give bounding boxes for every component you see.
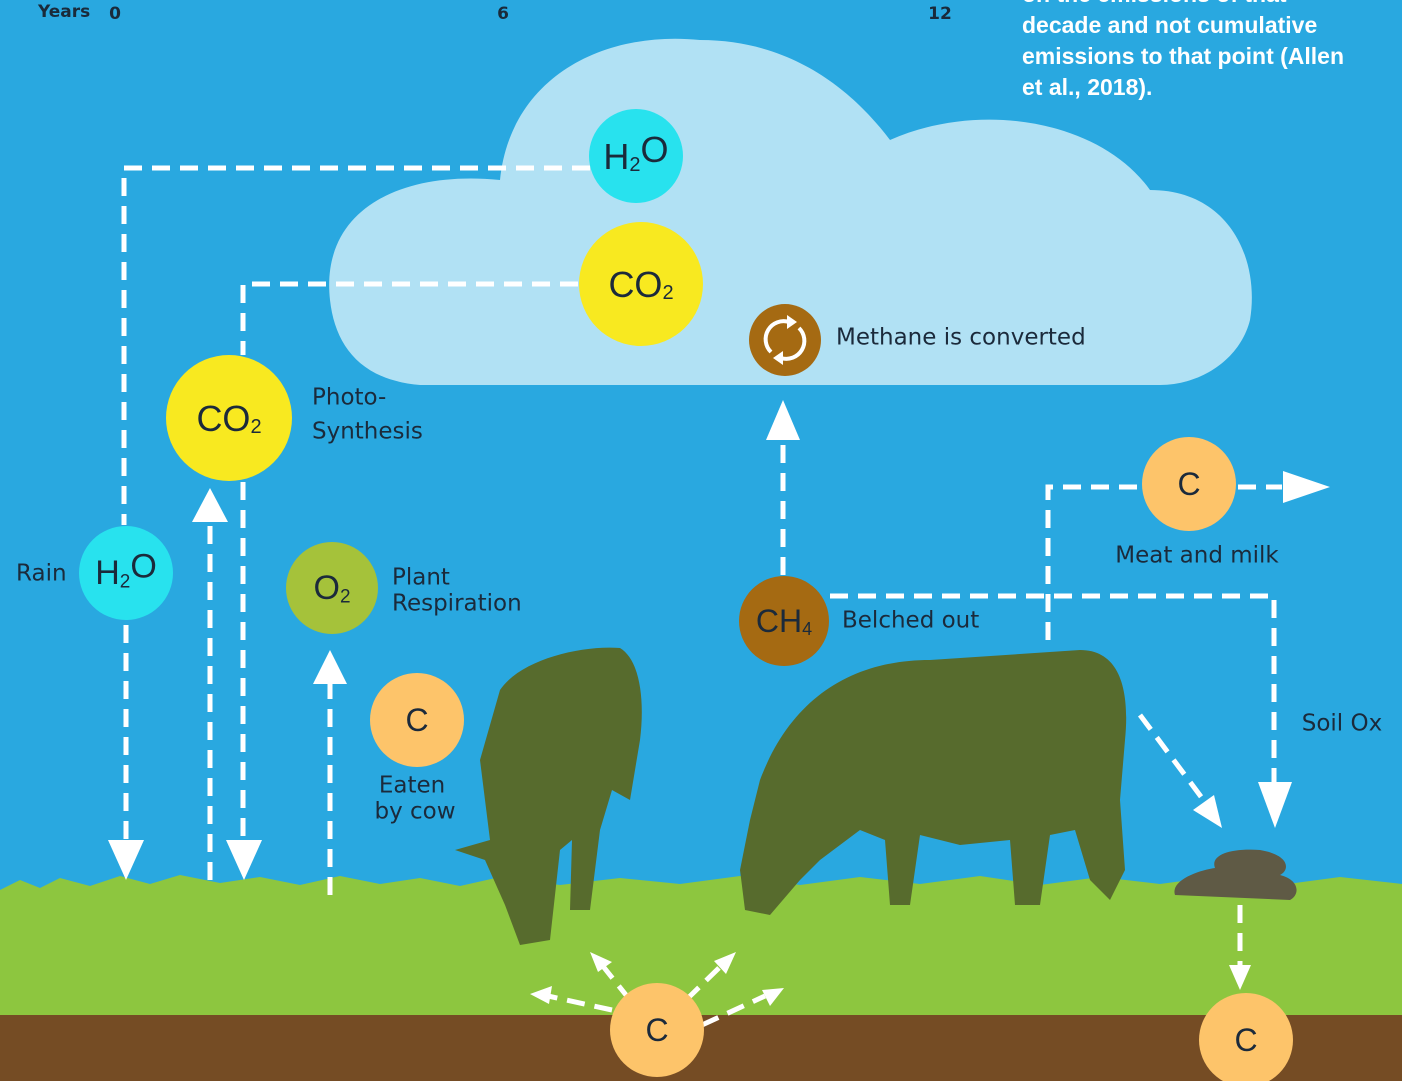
formula-subscript: 2 bbox=[250, 416, 261, 438]
node-formula: C bbox=[1234, 1022, 1257, 1058]
formula-subscript: 2 bbox=[340, 586, 351, 607]
node-formula: C bbox=[645, 1012, 668, 1048]
formula-part: C bbox=[1177, 466, 1200, 502]
note-line: emissions to that point (Allen bbox=[1022, 43, 1344, 69]
formula-part: C bbox=[645, 1012, 668, 1048]
node-caption: Rain bbox=[16, 561, 67, 587]
formula-subscript: 4 bbox=[802, 619, 812, 639]
formula-part: C bbox=[1234, 1022, 1257, 1058]
node-formula: C bbox=[405, 702, 428, 738]
formula-part: CO bbox=[196, 398, 250, 439]
formula-subscript: 2 bbox=[629, 154, 640, 176]
formula-part: H bbox=[95, 554, 120, 592]
node-caption: Photo- bbox=[312, 385, 386, 411]
formula-part: O bbox=[641, 128, 669, 169]
node-caption: Synthesis bbox=[312, 419, 423, 445]
node-caption: by cow bbox=[374, 799, 455, 825]
node-caption: Eaten bbox=[379, 773, 445, 799]
timeline-tick: 12 bbox=[928, 4, 952, 24]
timeline-label: Years bbox=[37, 2, 90, 22]
diagram: Years 0 6 12 on the emissions of that dec… bbox=[0, 0, 1402, 1081]
formula-part: O bbox=[313, 569, 339, 607]
grass bbox=[0, 875, 1402, 1020]
node-caption: Methane is converted bbox=[836, 325, 1086, 351]
node-caption: Plant bbox=[392, 565, 450, 591]
node-caption: Belched out bbox=[842, 608, 979, 634]
timeline-tick: 6 bbox=[497, 4, 509, 24]
formula-part: H bbox=[603, 136, 629, 177]
timeline-tick: 0 bbox=[109, 4, 121, 24]
formula-part: CO bbox=[608, 264, 662, 305]
node-caption: Meat and milk bbox=[1115, 543, 1279, 569]
note-line: decade and not cumulative bbox=[1022, 12, 1317, 38]
formula-subscript: 2 bbox=[662, 282, 673, 304]
flow-label: Soil Ox bbox=[1302, 711, 1382, 737]
node-formula: C bbox=[1177, 466, 1200, 502]
formula-part: C bbox=[405, 702, 428, 738]
formula-subscript: 2 bbox=[120, 571, 131, 592]
note-line: et al., 2018). bbox=[1022, 74, 1152, 100]
node-caption: Respiration bbox=[392, 591, 522, 617]
formula-part: CH bbox=[756, 603, 802, 639]
note-line: on the emissions of that bbox=[1022, 0, 1287, 7]
page: Years 0 6 12 on the emissions of that dec… bbox=[0, 0, 1402, 1081]
node-circle bbox=[749, 304, 821, 376]
formula-part: O bbox=[130, 547, 156, 585]
